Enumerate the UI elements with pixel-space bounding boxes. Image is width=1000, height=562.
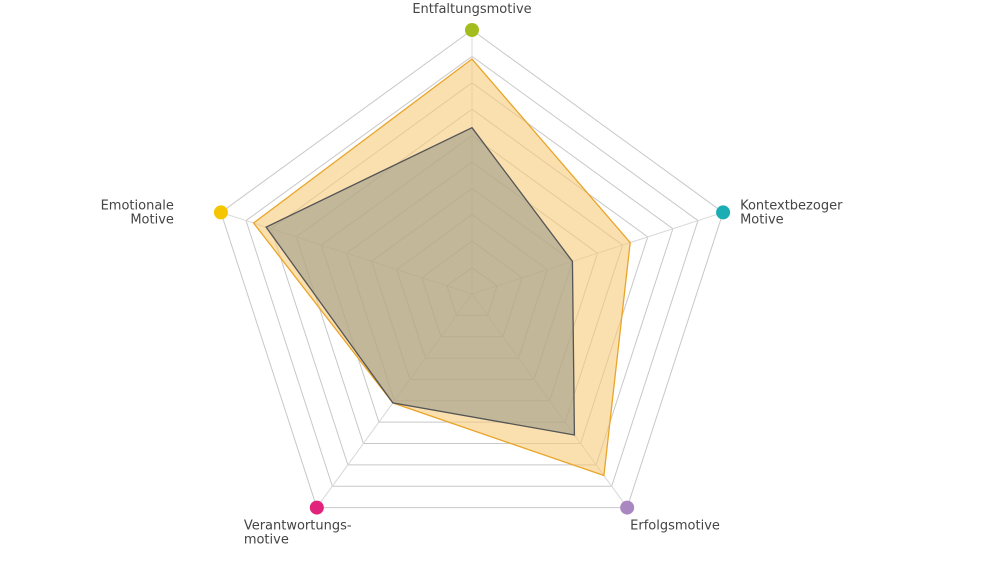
axis-label-3: Erfolgsmotive xyxy=(630,519,720,534)
axis-label-4-line-1: Verantwortungs- xyxy=(244,519,352,534)
series-area-2 xyxy=(265,126,576,436)
axis-marker-4 xyxy=(309,500,324,515)
axis-label-1: Entfaltungsmotive xyxy=(412,2,531,17)
axis-label-5: Emotionale Motive xyxy=(101,198,174,227)
axis-marker-5 xyxy=(213,205,228,220)
radar-series-layer xyxy=(252,58,631,477)
grid-ring-9 xyxy=(245,55,699,487)
axis-label-2: Kontextbezoger Motive xyxy=(740,198,843,227)
grid-ring-10 xyxy=(220,29,724,509)
axis-marker-3 xyxy=(620,500,635,515)
axis-label-2-line-1: Kontextbezoger xyxy=(740,198,843,213)
axis-marker-1 xyxy=(465,23,479,37)
axis-marker-2 xyxy=(716,205,731,220)
axis-label-3-line-1: Erfolgsmotive xyxy=(630,519,720,534)
axis-label-4: Verantwortungs-motive xyxy=(244,519,352,548)
axis-label-5-line-1: Emotionale xyxy=(101,198,174,213)
axis-label-2-line-2: Motive xyxy=(740,212,784,227)
axis-label-5-line-2: Motive xyxy=(130,212,174,227)
axis-markers xyxy=(213,23,731,515)
axis-label-4-line-2: motive xyxy=(244,533,289,548)
axis-label-1-line-1: Entfaltungsmotive xyxy=(412,2,531,17)
